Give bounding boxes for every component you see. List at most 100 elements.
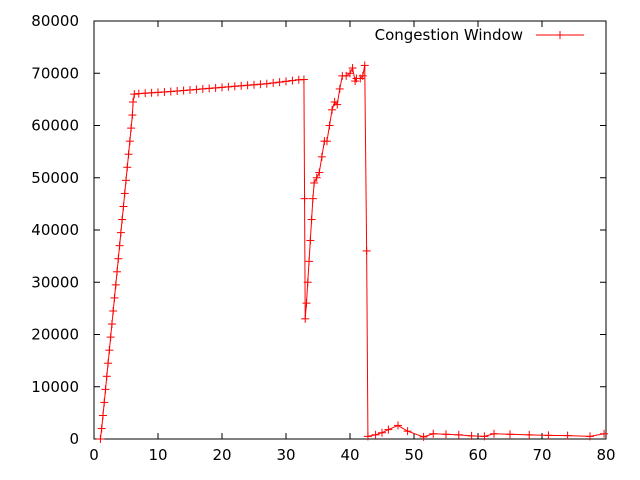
data-point xyxy=(116,228,125,237)
data-point xyxy=(328,105,337,114)
legend-marker xyxy=(556,31,564,39)
data-point xyxy=(454,430,463,439)
series-layer xyxy=(96,61,609,443)
y-tick-label: 20000 xyxy=(31,326,79,344)
legend-label: Congestion Window xyxy=(375,26,523,44)
data-point xyxy=(301,314,310,323)
x-tick-label: 20 xyxy=(212,446,231,464)
data-point xyxy=(317,152,326,161)
data-point xyxy=(506,430,514,439)
x-tick-label: 60 xyxy=(468,446,487,464)
data-point xyxy=(363,432,372,441)
data-point xyxy=(111,280,120,289)
data-point xyxy=(348,64,357,73)
data-point xyxy=(98,411,107,420)
data-point xyxy=(307,215,316,224)
data-point xyxy=(288,76,297,85)
y-tick-label: 50000 xyxy=(31,169,79,187)
data-point xyxy=(305,257,314,266)
data-point xyxy=(110,293,119,302)
y-tick-label: 10000 xyxy=(31,378,79,396)
data-point xyxy=(302,299,311,308)
data-point xyxy=(419,432,428,441)
data-point xyxy=(129,97,138,106)
data-point xyxy=(123,163,132,172)
data-point xyxy=(100,398,109,407)
data-point xyxy=(306,236,315,245)
axes: 0 10 20 30 40 50 60 70 80 0 10000 20000 30000 40000 50… xyxy=(31,12,615,464)
data-point xyxy=(173,87,182,96)
data-point xyxy=(563,431,572,440)
data-point xyxy=(358,71,367,80)
data-point xyxy=(166,87,175,96)
x-tick-label: 30 xyxy=(276,446,295,464)
data-point xyxy=(429,429,438,438)
data-point xyxy=(312,173,321,182)
plot-frame xyxy=(93,20,607,440)
data-point xyxy=(230,82,239,91)
data-point xyxy=(113,267,122,276)
data-point xyxy=(378,428,386,437)
y-tick-label: 70000 xyxy=(31,64,79,82)
data-point xyxy=(490,429,498,438)
data-point xyxy=(333,100,342,109)
data-point xyxy=(186,85,194,94)
data-point xyxy=(310,178,319,187)
data-point xyxy=(315,168,324,177)
x-tick-label: 70 xyxy=(532,446,551,464)
data-point xyxy=(130,90,139,99)
x-tick-label: 0 xyxy=(89,446,99,464)
data-point xyxy=(104,359,113,368)
data-point xyxy=(300,194,309,203)
data-point xyxy=(122,176,130,185)
data-point xyxy=(544,431,553,440)
data-point xyxy=(299,75,308,84)
data-point xyxy=(105,346,114,355)
legend: Congestion Window xyxy=(375,26,584,44)
data-point xyxy=(269,78,278,87)
data-point xyxy=(467,431,476,440)
data-point xyxy=(118,215,127,224)
data-point xyxy=(600,429,609,438)
data-point xyxy=(97,424,106,433)
y-tick-label: 80000 xyxy=(31,12,79,30)
data-point xyxy=(109,306,118,315)
data-point xyxy=(124,150,133,159)
data-point xyxy=(115,241,124,250)
data-point xyxy=(128,111,137,120)
data-point xyxy=(362,246,371,255)
data-point xyxy=(480,432,489,441)
data-point xyxy=(394,421,402,430)
data-point xyxy=(360,61,369,70)
data-point xyxy=(96,435,105,443)
data-point xyxy=(127,124,136,133)
x-tick-label: 10 xyxy=(148,446,167,464)
data-point xyxy=(256,80,265,89)
data-point xyxy=(119,202,128,211)
data-point xyxy=(107,320,116,329)
y-tick-label: 60000 xyxy=(31,117,79,135)
data-point xyxy=(262,79,271,88)
data-point xyxy=(205,84,214,93)
data-point xyxy=(335,84,344,93)
data-point xyxy=(308,194,317,203)
series-line xyxy=(99,65,605,440)
data-point xyxy=(403,427,412,436)
data-point xyxy=(218,83,226,92)
data-point xyxy=(325,121,334,130)
data-point xyxy=(282,77,290,86)
y-tick-label: 0 xyxy=(69,430,79,448)
data-point xyxy=(250,80,258,89)
data-point xyxy=(346,69,354,78)
data-point xyxy=(179,86,188,95)
data-point xyxy=(275,78,284,87)
data-point xyxy=(371,430,380,439)
data-point xyxy=(442,430,450,439)
data-point xyxy=(125,137,134,146)
data-point xyxy=(211,83,220,92)
data-point xyxy=(102,372,111,381)
data-point xyxy=(243,81,252,90)
data-point xyxy=(224,82,233,91)
data-point xyxy=(198,84,207,93)
